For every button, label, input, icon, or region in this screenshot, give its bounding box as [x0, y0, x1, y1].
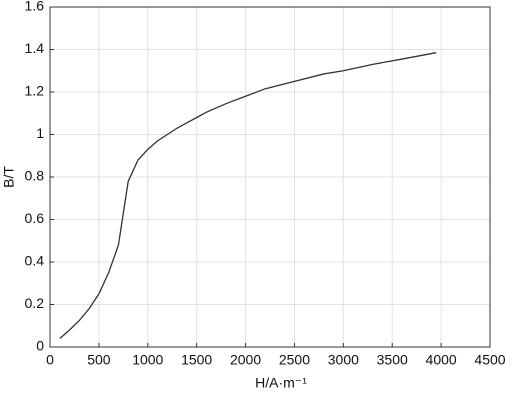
y-tick-label: 0.2 — [25, 295, 45, 311]
x-tick-label: 1500 — [181, 352, 212, 368]
y-axis-label: B/T — [1, 166, 17, 188]
x-tick-label: 4500 — [474, 352, 505, 368]
x-tick-label: 2500 — [279, 352, 310, 368]
x-tick-label: 2000 — [230, 352, 261, 368]
y-tick-label: 1.4 — [25, 40, 45, 56]
y-tick-label: 1.2 — [25, 83, 45, 99]
y-tick-label: 1.6 — [25, 0, 45, 14]
y-tick-label: 0.4 — [25, 253, 45, 269]
x-tick-label: 3500 — [377, 352, 408, 368]
x-tick-label: 0 — [46, 352, 54, 368]
x-tick-label: 4000 — [426, 352, 457, 368]
data-line — [59, 52, 437, 339]
x-axis-label: H/A·m⁻¹ — [255, 375, 307, 391]
plot-frame — [49, 6, 491, 348]
y-tick-label: 0 — [36, 338, 44, 354]
y-tick-label: 0.6 — [25, 210, 45, 226]
y-tick-label: 0.8 — [25, 168, 45, 184]
x-tick-label: 1000 — [132, 352, 163, 368]
x-tick-label: 500 — [87, 352, 111, 368]
y-tick-label: 1 — [36, 125, 44, 141]
x-tick-label: 3000 — [328, 352, 359, 368]
